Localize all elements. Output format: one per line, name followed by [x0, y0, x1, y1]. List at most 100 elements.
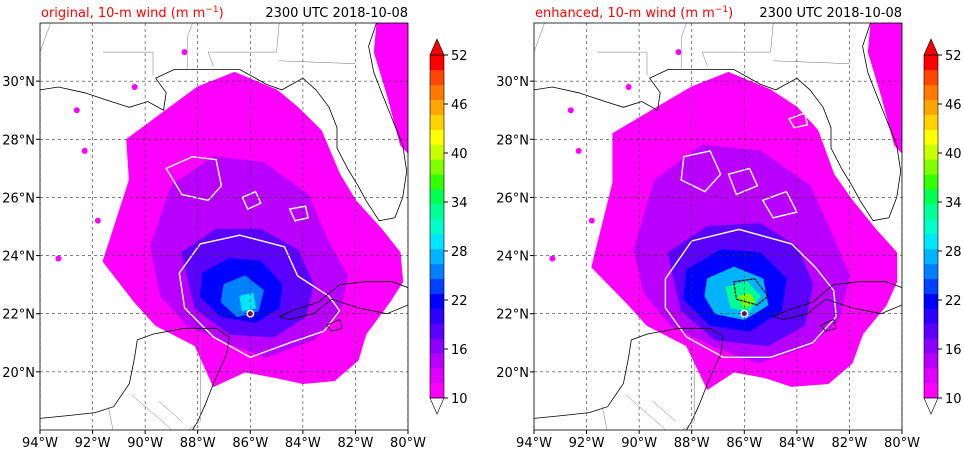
lat-tick-label: 20°N [496, 366, 529, 381]
colorbar-segment [924, 129, 938, 145]
colorbar-segment [924, 84, 938, 101]
map-area [40, 23, 408, 430]
panel-title-text: enhanced, 10-m wind (m m [535, 6, 715, 21]
wind-contour-high [733, 278, 769, 306]
wind-speckle [81, 147, 88, 154]
colorbar-label: 16 [945, 343, 962, 358]
lat-tick-label: 22°N [496, 308, 529, 323]
coastline-mexico [40, 327, 230, 430]
colorbar-segment [924, 114, 938, 130]
colorbar-segment [924, 338, 938, 354]
coastline-cuba [278, 281, 408, 320]
colorbar-segment [430, 114, 444, 130]
map-frame [39, 22, 409, 431]
colorbar-segment [430, 248, 444, 265]
lat-tick-label: 26°N [2, 191, 35, 206]
colorbar-segment [924, 204, 938, 220]
colorbar-segment [924, 233, 938, 250]
colorbar-segment [430, 129, 444, 145]
colorbar-label: 28 [451, 245, 468, 260]
lon-tick-label: 80°W [884, 436, 920, 451]
colorbar-segment [924, 219, 938, 235]
colorbar-segment [430, 368, 444, 384]
political-border [131, 394, 172, 430]
wind-speckle [131, 83, 138, 90]
colorbar-segment [430, 353, 444, 369]
lat-tick-label: 28°N [2, 133, 35, 148]
wind-speckle [575, 147, 582, 154]
panel-title-sup: −1 [205, 5, 218, 15]
colorbar-segment [924, 99, 938, 115]
colorbar-label: 46 [451, 98, 468, 113]
colorbar-label: 10 [945, 392, 962, 407]
wind-band-5 [239, 292, 257, 312]
coastline-isla-juventud [819, 318, 837, 332]
wind-band-6 [738, 292, 756, 309]
coastline-cuba [772, 281, 902, 320]
colorbar-segment [430, 144, 444, 160]
political-border [680, 23, 687, 70]
colorbar-segment [924, 323, 938, 339]
panel-title-close: ) [728, 6, 733, 21]
panel-title-close: ) [219, 6, 224, 21]
lon-tick-label: 82°W [831, 436, 867, 451]
colorbar-frame [429, 54, 445, 399]
coastline-mexico [534, 327, 724, 430]
panel-timestamp: 2300 UTC 2018-10-08 [265, 6, 408, 21]
lat-tick-label: 28°N [496, 133, 529, 148]
panel-timestamp: 2300 UTC 2018-10-08 [759, 6, 902, 21]
political-border [701, 51, 771, 67]
colorbar-segment [430, 308, 444, 324]
colorbar-segment [430, 189, 444, 205]
colorbar-label: 22 [451, 294, 468, 309]
colorbar-segment [924, 263, 938, 279]
colorbar-segment [924, 55, 938, 71]
political-border [534, 23, 545, 53]
colorbar-segment [924, 278, 938, 294]
colorbar-segment [430, 293, 444, 309]
colorbar-label: 40 [451, 147, 468, 162]
colorbar-segment [430, 99, 444, 115]
colorbar-label: 34 [945, 196, 962, 211]
colorbar-label: 46 [945, 98, 962, 113]
colorbar-segment [924, 69, 938, 86]
lon-tick-label: 92°W [569, 436, 605, 451]
panel-enhanced: enhanced, 10-m wind (m m−1) 2300 UTC 2018… [494, 0, 964, 453]
panel-title: enhanced, 10-m wind (m m−1) [535, 5, 733, 21]
colorbar-segment [430, 323, 444, 339]
wind-contour [664, 228, 838, 358]
colorbar-segment [924, 293, 938, 309]
wind-contour [178, 234, 341, 359]
wind-speckle [55, 255, 62, 262]
colorbar-label: 16 [451, 343, 468, 358]
wind-speckle [94, 217, 101, 224]
colorbar-segment [924, 353, 938, 369]
panel-title: original, 10-m wind (m m−1) [41, 5, 224, 21]
colorbar-segment [430, 55, 444, 71]
political-border [40, 23, 51, 53]
wind-speckle [567, 107, 574, 114]
map-enhanced: enhanced, 10-m wind (m m−1) 2300 UTC 2018… [496, 5, 962, 451]
wind-contour [241, 190, 262, 211]
colorbar-segment [924, 174, 938, 190]
political-border [773, 60, 850, 64]
coastline-isla-juventud [325, 318, 343, 332]
political-border [597, 51, 648, 76]
political-border [103, 51, 154, 76]
coastline-gulf [40, 23, 408, 222]
map-area [534, 23, 902, 430]
wind-contour [680, 150, 722, 193]
wind-atlantic-strip [867, 23, 902, 154]
wind-speckle [588, 217, 595, 224]
lon-tick-label: 82°W [337, 436, 373, 451]
political-border [652, 400, 677, 422]
colorbar-label: 10 [451, 392, 468, 407]
lon-tick-label: 94°W [516, 436, 552, 451]
wind-speckle [625, 83, 632, 90]
colorbar-segment [430, 278, 444, 294]
political-border [770, 23, 774, 53]
lon-tick-label: 88°W [674, 436, 710, 451]
colorbar-extend-max [923, 38, 939, 56]
colorbar-label: 22 [945, 294, 962, 309]
lat-tick-label: 20°N [2, 366, 35, 381]
